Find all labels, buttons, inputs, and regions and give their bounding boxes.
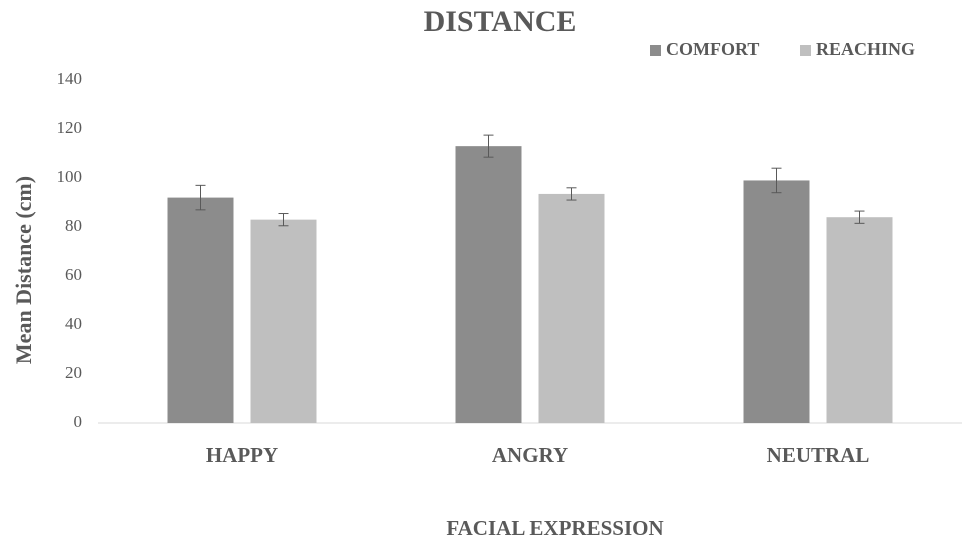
legend-label: COMFORT — [666, 39, 759, 59]
x-axis-label: FACIAL EXPRESSION — [446, 516, 663, 540]
y-tick-label: 60 — [65, 265, 82, 284]
y-tick-label: 80 — [65, 216, 82, 235]
bar — [455, 146, 522, 423]
x-tick-label: HAPPY — [206, 443, 278, 467]
bar — [538, 193, 605, 423]
y-tick-label: 100 — [57, 167, 83, 186]
error-bar — [771, 167, 782, 194]
y-tick-label: 120 — [57, 118, 83, 137]
error-bar — [195, 184, 206, 211]
bar — [250, 219, 317, 423]
y-axis-label: Mean Distance (cm) — [11, 176, 36, 364]
error-bar — [483, 134, 494, 158]
error-bar — [566, 187, 577, 201]
y-tick-label: 20 — [65, 363, 82, 382]
error-bar — [854, 210, 865, 224]
error-bar — [278, 213, 289, 227]
y-tick-label: 140 — [57, 69, 83, 88]
x-tick-label: ANGRY — [492, 443, 568, 467]
bar — [743, 180, 810, 423]
legend-label: REACHING — [816, 39, 915, 59]
legend-swatch — [800, 45, 811, 56]
y-tick-label: 40 — [65, 314, 82, 333]
chart-title: DISTANCE — [424, 5, 577, 38]
bar — [167, 197, 234, 423]
bar — [826, 217, 893, 423]
y-tick-label: 0 — [74, 412, 83, 431]
legend-swatch — [650, 45, 661, 56]
x-tick-label: NEUTRAL — [767, 443, 870, 467]
